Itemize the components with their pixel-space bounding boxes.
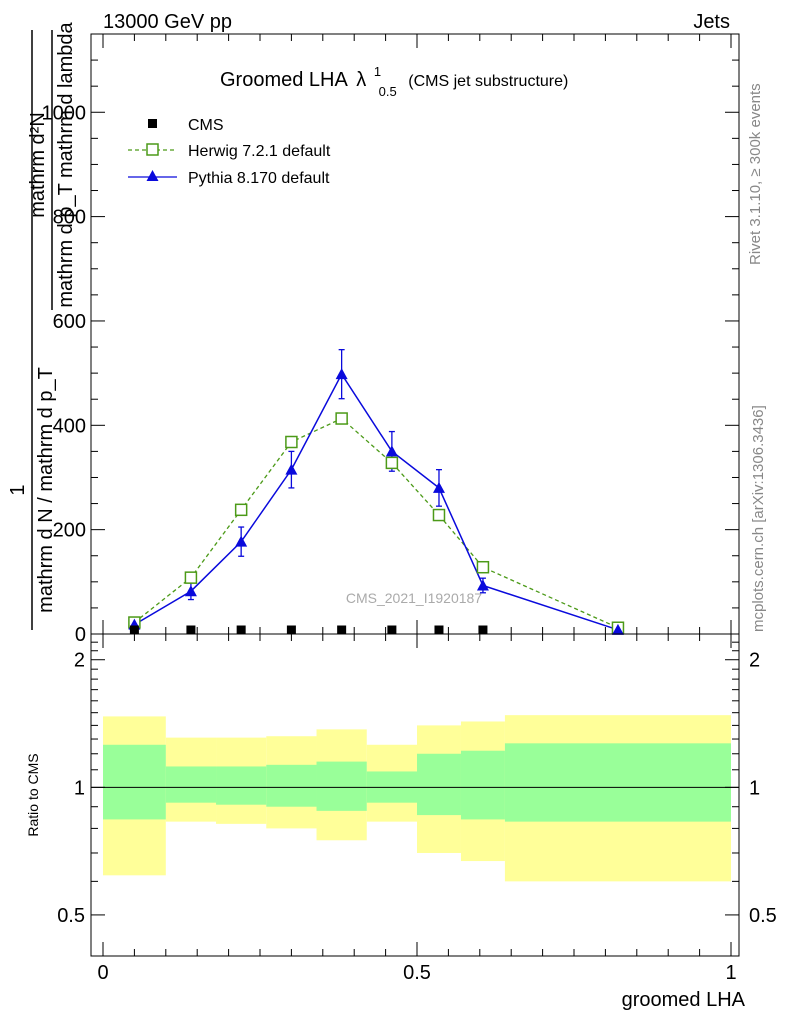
data-point-pythia: [184, 585, 197, 597]
ratio-bands: [91, 715, 739, 882]
legend-marker-cms: [148, 119, 157, 128]
ratio-band-inner: [165, 766, 217, 803]
ratio-band-inner: [103, 744, 166, 820]
data-point-cms: [286, 625, 296, 635]
plot-title-superscript: 1: [374, 64, 381, 79]
legend-label-pythia: Pythia 8.170 default: [188, 170, 330, 187]
plot-title-symbol: λ: [356, 69, 366, 91]
data-point-cms: [337, 625, 347, 635]
energy-label: 13000 GeV pp: [103, 11, 232, 33]
legend-label-cms: CMS: [188, 117, 224, 134]
legend-entry-pythia: Pythia 8.170 default: [128, 170, 330, 187]
ratio-y-tick-label: 1: [74, 777, 85, 799]
data-point-pythia: [285, 463, 298, 475]
y-label-prefactor-den: mathrm d N / mathrm d p_T: [35, 367, 57, 613]
legend-marker-herwig: [146, 143, 159, 156]
data-point-pythia: [385, 445, 398, 457]
data-point-pythia: [235, 535, 248, 547]
data-point-cms: [129, 625, 139, 635]
ratio-y-tick-label: 0.5: [57, 905, 85, 927]
main-y-tick-label: 800: [53, 207, 86, 229]
plot-title-suffix: (CMS jet substructure): [408, 73, 568, 90]
ratio-y-label: Ratio to CMS: [25, 753, 41, 836]
main-y-label: mathrm d²N mathrm d p_T mathrm d lambda …: [7, 21, 77, 630]
main-y-tick-label: 200: [53, 520, 86, 542]
main-y-tick-label: 400: [53, 415, 86, 437]
data-point-herwig: [476, 560, 490, 574]
data-point-cms: [236, 625, 246, 635]
ratio-band-inner: [460, 750, 505, 820]
legend-label-herwig: Herwig 7.2.1 default: [188, 143, 331, 160]
data-point-cms: [478, 625, 488, 635]
main-series-layer: [128, 349, 625, 635]
ratio-frame: [90, 633, 740, 957]
ratio-band-inner: [266, 764, 317, 807]
ratio-band-inner: [316, 761, 367, 811]
data-point-herwig: [285, 435, 298, 449]
plot-title-subscript: 0.5: [379, 84, 397, 99]
x-tick-label: 0.5: [403, 962, 431, 984]
data-point-pythia: [335, 368, 348, 380]
ratio-band-inner: [504, 743, 731, 822]
ratio-axes: 0.5 0.5 1 1 2 2 0 0.5 1: [57, 634, 777, 984]
rivet-label: Rivet 3.1.10, ≥ 300k events: [747, 83, 764, 265]
legend-entry-cms: CMS: [148, 117, 224, 134]
mcplots-label: mcplots.cern.ch [arXiv:1306.3436]: [750, 405, 767, 632]
data-point-herwig: [234, 503, 248, 517]
data-point-pythia: [432, 481, 445, 493]
ratio-panel: 0.5 0.5 1 1 2 2 0 0.5 1 Ratio to CMS groomed LHA: [25, 633, 777, 1011]
process-label: Jets: [693, 11, 730, 33]
data-point-herwig: [432, 508, 446, 522]
x-axis-label: groomed LHA: [622, 989, 746, 1011]
data-point-pythia: [611, 623, 624, 635]
y-label-denominator: mathrm d p_T mathrm d lambda: [55, 21, 77, 307]
ratio-band-inner: [417, 753, 461, 816]
data-point-herwig: [335, 412, 348, 425]
data-point-cms: [186, 625, 196, 635]
data-point-herwig: [385, 456, 399, 470]
ratio-y-tick-label-right: 1: [749, 777, 760, 799]
main-y-tick-label: 600: [53, 311, 86, 333]
main-y-tick-label: 0: [75, 624, 86, 646]
data-point-cms: [387, 625, 397, 635]
x-tick-label: 0: [97, 962, 108, 984]
ratio-y-tick-label-right: 0.5: [749, 905, 777, 927]
data-point-cms: [434, 625, 444, 635]
ratio-y-tick-label: 2: [74, 650, 85, 672]
data-point-herwig: [184, 571, 198, 584]
legend-marker-pythia: [146, 170, 159, 181]
legend-entry-herwig: Herwig 7.2.1 default: [128, 143, 331, 160]
legend: CMS Herwig 7.2.1 default Pythia 8.170 de…: [128, 117, 331, 187]
ratio-y-tick-label-right: 2: [749, 650, 760, 672]
data-point-pythia: [476, 579, 489, 591]
y-label-numerator: mathrm d²N: [27, 112, 49, 218]
watermark: CMS_2021_I1920187: [346, 590, 482, 606]
y-label-prefactor-num: 1: [7, 484, 29, 495]
plot-title: Groomed LHA λ 1 0.5 (CMS jet substructur…: [220, 59, 568, 101]
ratio-band-inner: [216, 766, 267, 805]
plot-title-main: Groomed LHA: [220, 69, 348, 91]
x-tick-label: 1: [725, 962, 736, 984]
